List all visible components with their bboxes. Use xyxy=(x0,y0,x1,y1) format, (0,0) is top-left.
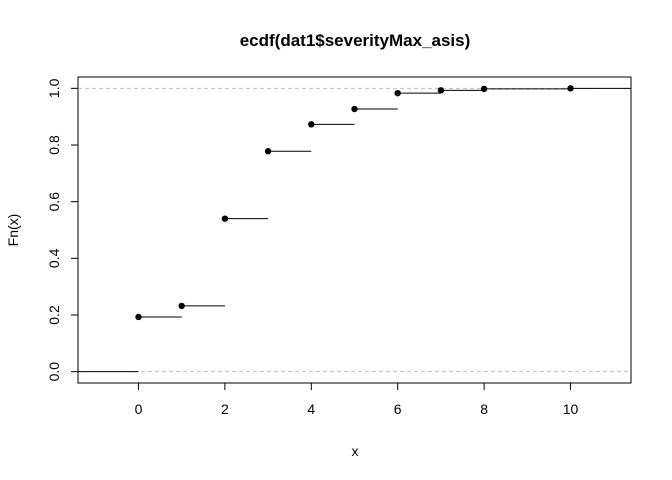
data-point xyxy=(437,87,445,94)
x-tick-label: 0 xyxy=(135,401,143,417)
x-axis-label: x xyxy=(352,443,359,459)
data-points xyxy=(135,85,574,321)
x-tick-label: 8 xyxy=(480,401,488,417)
y-axis: 0.0 0.2 0.4 0.6 0.8 1.0 xyxy=(46,78,79,382)
x-tick-label: 4 xyxy=(307,401,315,417)
y-tick-label: 1.0 xyxy=(46,78,62,98)
x-tick-label: 10 xyxy=(563,401,579,417)
x-tick-label: 2 xyxy=(221,401,229,417)
step-segments xyxy=(78,87,631,373)
data-point xyxy=(178,302,185,310)
data-point xyxy=(221,215,229,222)
data-point xyxy=(264,148,272,155)
data-point xyxy=(308,121,315,128)
data-point xyxy=(351,105,358,113)
data-point xyxy=(480,85,488,93)
x-axis: 0 2 4 6 8 10 xyxy=(135,382,579,417)
reference-lines xyxy=(78,87,631,373)
data-point xyxy=(567,85,574,92)
data-point xyxy=(394,89,401,97)
y-tick-label: 0.2 xyxy=(46,305,62,325)
plot-frame xyxy=(77,76,632,384)
x-tick-label: 6 xyxy=(394,401,402,417)
y-axis-label: Fn(x) xyxy=(5,214,21,247)
data-point xyxy=(135,313,142,321)
chart-title: ecdf(dat1$severityMax_asis) xyxy=(240,31,471,50)
y-tick-label: 0.4 xyxy=(46,248,62,268)
y-tick-label: 0.6 xyxy=(46,192,62,212)
y-tick-label: 0.0 xyxy=(46,362,62,382)
y-tick-label: 0.8 xyxy=(46,135,62,155)
